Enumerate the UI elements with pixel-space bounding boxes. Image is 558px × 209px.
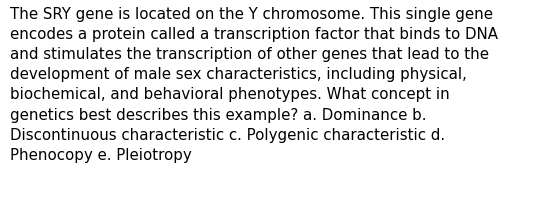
Text: The SRY gene is located on the Y chromosome. This single gene
encodes a protein : The SRY gene is located on the Y chromos… (10, 7, 498, 163)
